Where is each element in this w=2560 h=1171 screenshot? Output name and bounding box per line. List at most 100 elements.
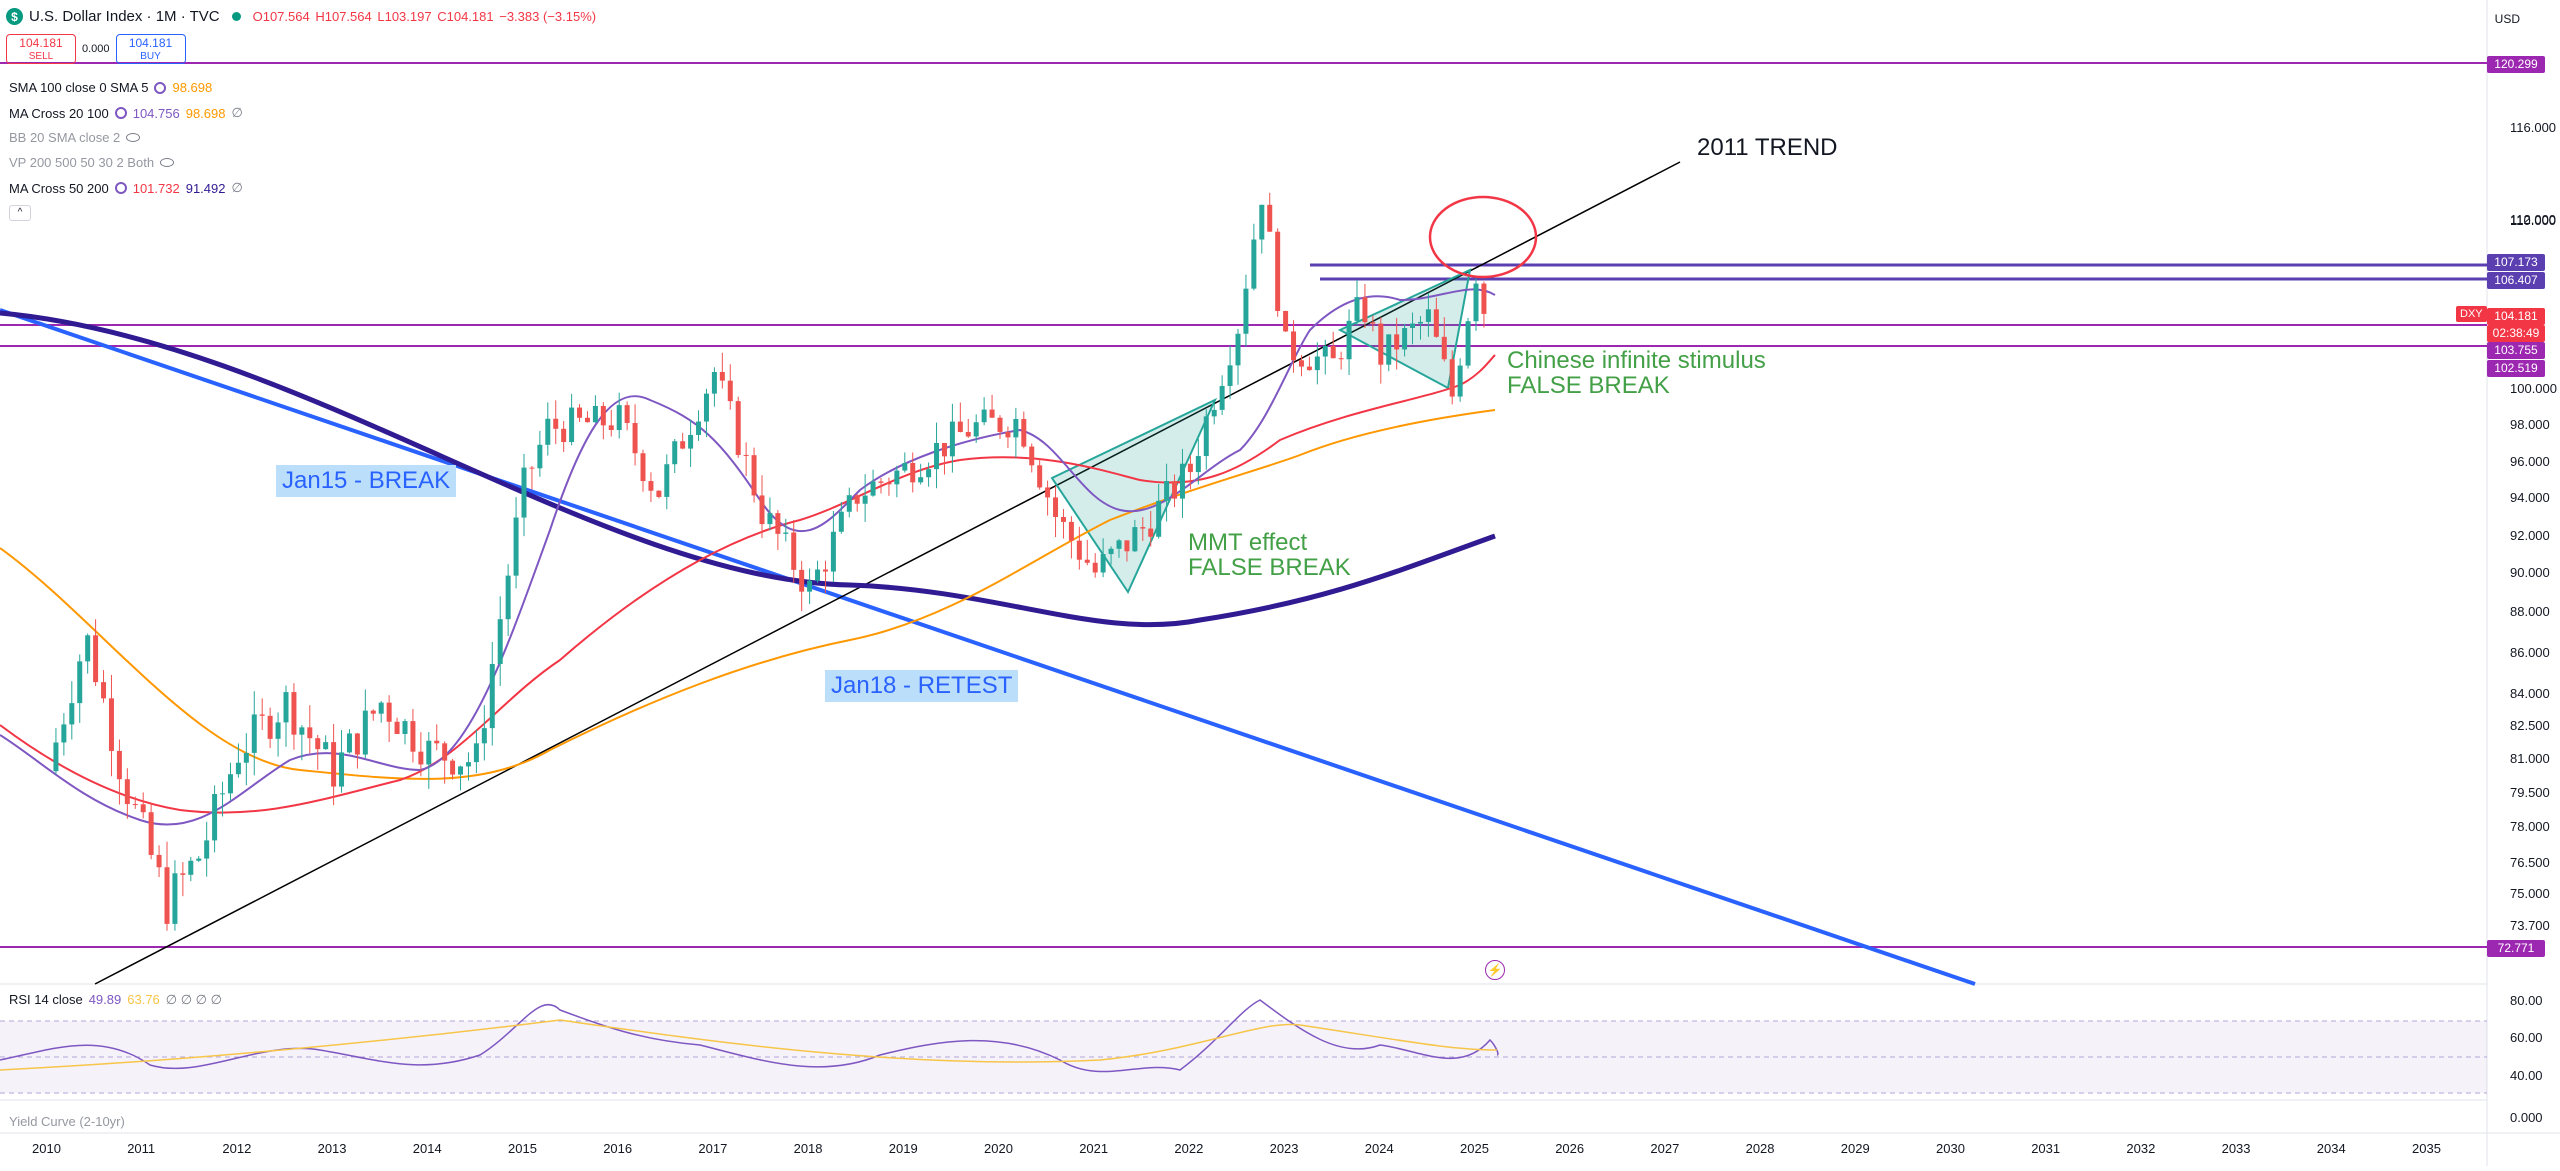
indicator-sma100[interactable]: SMA 100 close 0 SMA 5 98.698 — [9, 80, 212, 95]
trade-box: 104.181 SELL 0.000 104.181 BUY — [6, 34, 186, 64]
buy-button[interactable]: 104.181 BUY — [115, 34, 186, 64]
candle-body — [1394, 334, 1400, 350]
ma200-line — [0, 310, 1496, 628]
currency-label[interactable]: USD — [2494, 12, 2520, 26]
candle-body — [910, 463, 916, 483]
collapse-legend-button[interactable]: ^ — [9, 205, 31, 221]
candle-body — [561, 428, 567, 443]
candle-body — [1187, 463, 1193, 473]
ohlc-low: L103.197 — [377, 9, 432, 24]
symbol-logo: $ — [6, 8, 23, 25]
candle-body — [481, 728, 487, 744]
candle-body — [1354, 297, 1360, 321]
price-tick: 84.000 — [2510, 686, 2550, 701]
candle-body — [1386, 334, 1392, 365]
candle-body — [442, 743, 448, 761]
candle-body — [339, 752, 345, 787]
time-tick: 2031 — [2031, 1141, 2061, 1156]
candle-body — [1259, 204, 1265, 240]
time-tick: 2019 — [888, 1141, 918, 1156]
candle-body — [545, 418, 551, 445]
price-label-72: 72.771 — [2487, 940, 2545, 957]
indicator-bb[interactable]: BB 20 SMA close 2 — [9, 130, 141, 145]
eye-off-icon[interactable] — [160, 158, 175, 167]
symbol-title[interactable]: U.S. Dollar Index · 1M · TVC — [29, 8, 220, 25]
indicator-name: VP 200 500 50 30 2 Both — [9, 155, 155, 170]
time-tick: 2030 — [1936, 1141, 1965, 1156]
candle-body — [696, 421, 702, 435]
candle-body — [918, 477, 924, 483]
candle-body — [204, 840, 210, 859]
candle-body — [108, 698, 114, 751]
candle-body — [711, 372, 717, 394]
indicator-macross-20-100[interactable]: MA Cross 20 100 104.756 98.698 ∅ — [9, 105, 243, 121]
candle-body — [949, 421, 955, 457]
price-tick: 112.000 — [2510, 212, 2557, 227]
candle-body — [1346, 320, 1352, 360]
mmt-line1: MMT effect — [1188, 529, 1308, 556]
time-tick: 2017 — [698, 1141, 728, 1156]
candle-body — [886, 482, 892, 485]
candle-body — [1076, 540, 1082, 560]
candle-body — [1060, 517, 1066, 522]
yield-curve-legend[interactable]: Yield Curve (2-10yr) — [9, 1114, 125, 1129]
indicator-vp[interactable]: VP 200 500 50 30 2 Both — [9, 155, 175, 170]
candle-body — [93, 635, 99, 683]
candle-body — [267, 715, 273, 739]
candle-body — [1195, 456, 1201, 473]
candle-body — [664, 464, 670, 497]
rsi-legend[interactable]: RSI 14 close 49.89 63.76 ∅ ∅ ∅ ∅ — [9, 992, 222, 1008]
candle-body — [386, 702, 392, 722]
flash-icon[interactable]: ⚡ — [1485, 960, 1505, 980]
candle-body — [1314, 356, 1320, 371]
gear-icon[interactable] — [114, 107, 127, 119]
candle-body — [1124, 540, 1130, 552]
candle-body — [243, 752, 249, 763]
candle-body — [101, 682, 107, 699]
indicator-macross-50-200[interactable]: MA Cross 50 200 101.732 91.492 ∅ — [9, 180, 243, 196]
eye-off-icon[interactable] — [126, 133, 141, 142]
candle-body — [672, 441, 678, 465]
candle-body — [1211, 409, 1217, 417]
candle-body — [346, 733, 352, 753]
sell-button[interactable]: 104.181 SELL — [6, 34, 76, 64]
candle-body — [791, 532, 797, 570]
candle-body — [1283, 310, 1289, 332]
time-tick: 2024 — [1364, 1141, 1394, 1156]
time-tick: 2016 — [603, 1141, 633, 1156]
candle-body — [1005, 431, 1011, 438]
chinese-line2: FALSE BREAK — [1507, 372, 1670, 399]
gear-icon[interactable] — [114, 182, 127, 194]
candle-body — [235, 762, 241, 775]
candle-body — [307, 727, 313, 739]
candle-body — [529, 467, 535, 469]
candle-body — [418, 751, 424, 765]
candle-body — [1235, 333, 1241, 366]
candle-body — [553, 418, 559, 429]
candle-body — [402, 721, 408, 734]
rsi-name: RSI 14 close — [9, 992, 83, 1007]
candle-body — [1243, 288, 1249, 334]
price-tick: 100.000 — [2510, 381, 2557, 396]
ma50-line — [0, 354, 1496, 814]
candle-body — [577, 407, 583, 418]
candle-body — [1068, 521, 1074, 541]
candle-body — [1306, 366, 1312, 371]
sell-label: SELL — [28, 51, 54, 62]
candle-body — [783, 532, 789, 534]
gear-icon[interactable] — [154, 81, 167, 94]
candle-body — [592, 405, 598, 423]
price-tick: 110.000 — [2510, 213, 2557, 228]
price-tick: 78.000 — [2510, 819, 2550, 834]
candle-body — [434, 740, 440, 744]
time-tick: 2020 — [984, 1141, 1013, 1156]
time-tick: 2032 — [2126, 1141, 2156, 1156]
price-tick: 76.500 — [2510, 855, 2550, 870]
candle-body — [624, 405, 630, 424]
candle-body — [632, 423, 638, 454]
candle-body — [61, 724, 67, 743]
candle-body — [1322, 345, 1328, 357]
candle-body — [1465, 321, 1471, 366]
ohlc-values: O107.564 H107.564 L103.197 C104.181 −3.3… — [253, 9, 598, 24]
